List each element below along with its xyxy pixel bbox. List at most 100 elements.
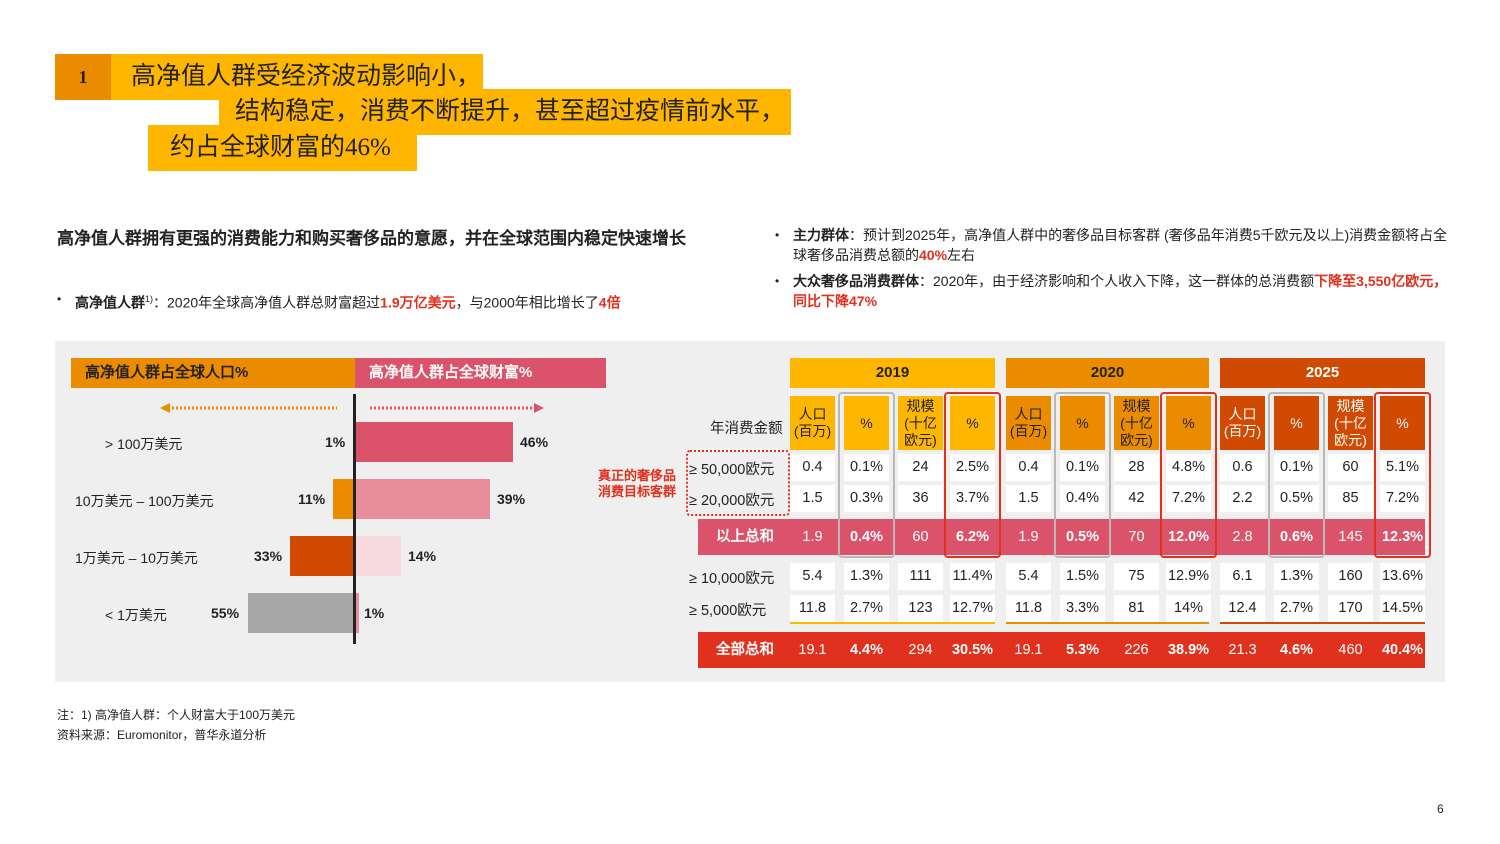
wealth-bar (356, 479, 490, 519)
table-cell: 3.3% (1060, 595, 1105, 622)
table-cell: 145 (1338, 529, 1363, 545)
year-underline (790, 622, 995, 624)
table-cell: 2.7% (844, 595, 889, 622)
table-cell: 0.1% (1274, 454, 1319, 481)
population-pct: 11% (298, 491, 326, 507)
year-underline (1006, 622, 1209, 624)
table-cell: 2.2 (1220, 485, 1265, 512)
table-row-label: ≥ 50,000欧元 (689, 462, 775, 478)
table-row-label: ≥ 20,000欧元 (689, 493, 775, 509)
column-header: % (1166, 396, 1211, 450)
table-cell: 0.6 (1220, 454, 1265, 481)
table-cell: 294 (908, 642, 933, 658)
footnote: 注：1) 高净值人群：个人财富大于100万美元 (57, 708, 296, 722)
right-bullet-1-highlight: 40% (919, 247, 948, 263)
column-header: 人口 (百万) (1006, 396, 1051, 450)
table-cell: 123 (898, 595, 943, 622)
table-cell: 170 (1328, 595, 1373, 622)
table-row-label: 以上总和 (716, 529, 774, 545)
highlight-box (1054, 392, 1111, 558)
right-bullet-2-text: ：2020年，由于经济影响和个人收入下降，这一群体的总消费额 (919, 273, 1315, 289)
left-arrow-icon (160, 403, 170, 413)
table-cell: 12.0% (1167, 529, 1210, 545)
title-band-2: 结构稳定，消费不断提升，甚至超过疫情前水平， (219, 89, 791, 135)
wealth-bar (356, 536, 401, 576)
right-bullet-1: • 主力群体：预计到2025年，高净值人群中的奢侈品目标客群 (奢侈品年消费5千… (775, 227, 1448, 263)
table-cell: 5.4 (1006, 563, 1051, 590)
right-bullet-2: • 大众奢侈品消费群体：2020年，由于经济影响和个人收入下降，这一群体的总消费… (775, 273, 1448, 309)
wealth-pct: 14% (408, 548, 437, 564)
title-band-1: 高净值人群受经济波动影响小， (111, 54, 483, 100)
direction-arrows (160, 403, 544, 413)
column-header: 规模 (十亿 欧元) (1328, 396, 1373, 450)
right-bullet-1-text: ：预计到2025年，高净值人群中的奢侈品目标客群 (奢侈品年消费5千欧元及以上)… (793, 227, 1448, 263)
bullet-footnote-mark: 1) (145, 294, 154, 304)
right-arrow-icon (534, 403, 544, 413)
table-cell: 19.1 (1014, 642, 1043, 658)
table-cell: 36 (898, 485, 943, 512)
table-cell: 0.3% (844, 485, 889, 512)
column-header: 人口 (百万) (790, 396, 835, 450)
table-row-label: ≥ 10,000欧元 (689, 571, 775, 587)
table-cell: 75 (1114, 563, 1159, 590)
bullet-text-b: ，与2000年相比增长了 (455, 294, 599, 311)
wealth-pct: 46% (520, 434, 549, 450)
table-cell: 6.1 (1220, 563, 1265, 590)
wealth-band-label: > 100万美元 (105, 436, 183, 452)
right-bullet-2-label: 大众奢侈品消费群体 (793, 273, 919, 289)
table-cell: 12.9% (1166, 563, 1211, 590)
table-row-label: 全部总和 (716, 642, 774, 658)
year-header-2019: 2019 (790, 358, 995, 388)
target-segment-box (686, 450, 790, 516)
table-cell: 460 (1338, 642, 1363, 658)
column-header: 规模 (十亿 欧元) (1114, 396, 1159, 450)
table-cell: 1.9 (802, 529, 823, 545)
bullet-label: 高净值人群 (75, 294, 145, 311)
column-header: % (950, 396, 995, 450)
table-cell: 42 (1114, 485, 1159, 512)
highlight-box (944, 392, 1001, 558)
table-cell: 4.4% (849, 642, 884, 658)
wealth-band-label: < 1万美元 (105, 607, 167, 623)
table-cell: 0.5% (1274, 485, 1319, 512)
highlight-box (1160, 392, 1217, 558)
table-cell: 1.3% (1274, 563, 1319, 590)
table-cell: 11.8 (1006, 595, 1051, 622)
table-cell: 11.4% (950, 563, 995, 590)
table-cell: 0.5% (1065, 529, 1100, 545)
table-cell: 1.5 (1006, 485, 1051, 512)
table-cell: 1.3% (844, 563, 889, 590)
bullet-highlight-2: 4倍 (598, 294, 621, 311)
target-segment-annotation: 真正的奢侈品 消费目标客群 (597, 468, 676, 499)
source-note: 资料来源：Euromonitor，普华永道分析 (57, 728, 267, 742)
table-cell: 19.1 (798, 642, 827, 658)
table-cell: 4.8% (1166, 454, 1211, 481)
total-row (698, 632, 1425, 668)
table-cell: 14% (1166, 595, 1211, 622)
table-cell: 6.2% (955, 529, 990, 545)
table-cell: 5.4 (790, 563, 835, 590)
column-header: 规模 (十亿 欧元) (898, 396, 943, 450)
wealth-bar (356, 593, 359, 633)
table-cell: 40.4% (1381, 642, 1424, 658)
table-cell: 28 (1114, 454, 1159, 481)
highlight-box (838, 392, 895, 558)
table-cell: 160 (1328, 563, 1373, 590)
table-cell: 12.3% (1381, 529, 1424, 545)
table-cell: 81 (1114, 595, 1159, 622)
table-cell: 0.4% (1060, 485, 1105, 512)
table-cell: 70 (1128, 529, 1145, 545)
table-cell: 0.1% (844, 454, 889, 481)
row-header-label: 年消费金额 (710, 421, 783, 437)
page-number: 6 (1437, 802, 1444, 816)
right-bullet-2-highlight: 下降至3,550亿欧元，同比下降47% (793, 273, 1448, 309)
wealth-bar (356, 422, 513, 462)
table-cell: 3.7% (950, 485, 995, 512)
table-cell: 0.4 (1006, 454, 1051, 481)
column-header: % (1274, 396, 1319, 450)
table-cell: 0.1% (1060, 454, 1105, 481)
population-pct: 1% (325, 434, 346, 450)
table-cell: 60 (1328, 454, 1373, 481)
section-number: 1 (55, 54, 111, 100)
table-cell: 4.6% (1279, 642, 1314, 658)
